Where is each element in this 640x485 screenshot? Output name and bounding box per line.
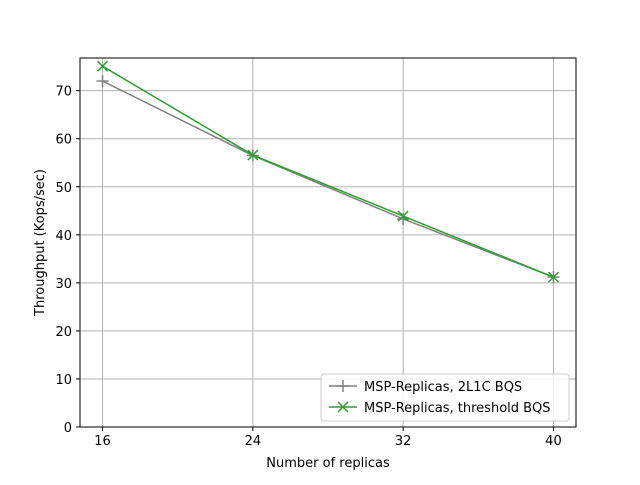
x-tick-label: 16 [94, 434, 111, 449]
y-tick-label: 70 [55, 85, 72, 100]
ticks: 16 24 32 40 0 10 20 30 40 50 60 70 [55, 85, 561, 449]
legend-entry: MSP-Replicas, threshold BQS [329, 401, 551, 416]
legend-entry: MSP-Replicas, 2L1C BQS [329, 380, 522, 395]
y-tick-label: 10 [55, 373, 72, 388]
y-tick-label: 40 [55, 229, 72, 244]
data-point [397, 210, 409, 222]
x-tick-label: 32 [395, 434, 412, 449]
data-point [547, 271, 559, 283]
x-tick-label: 40 [545, 434, 562, 449]
x-tick-label: 24 [245, 434, 262, 449]
series-layer [96, 60, 560, 284]
legend-marker [337, 401, 349, 413]
legend: MSP-Replicas, 2L1C BQS MSP-Replicas, thre… [320, 373, 570, 422]
legend-label: MSP-Replicas, threshold BQS [364, 401, 551, 416]
plot-frame [79, 57, 577, 428]
y-tick-label: 60 [55, 133, 72, 148]
y-tick-label: 50 [55, 181, 72, 196]
data-point [96, 75, 109, 88]
data-point [397, 212, 410, 225]
legend-marker [337, 380, 349, 392]
grid [80, 58, 576, 428]
y-axis-label: Throughput (Kops/sec) [33, 169, 48, 317]
series-line-1 [102, 80, 554, 278]
legend-label: MSP-Replicas, 2L1C BQS [364, 380, 522, 395]
y-tick-label: 20 [55, 325, 72, 340]
legend-box [320, 373, 570, 422]
data-point [97, 60, 109, 72]
series-line-2 [102, 65, 554, 278]
data-point [247, 149, 259, 161]
y-tick-label: 30 [55, 277, 72, 292]
y-tick-label: 0 [64, 421, 72, 436]
x-axis-label: Number of replicas [266, 456, 390, 471]
